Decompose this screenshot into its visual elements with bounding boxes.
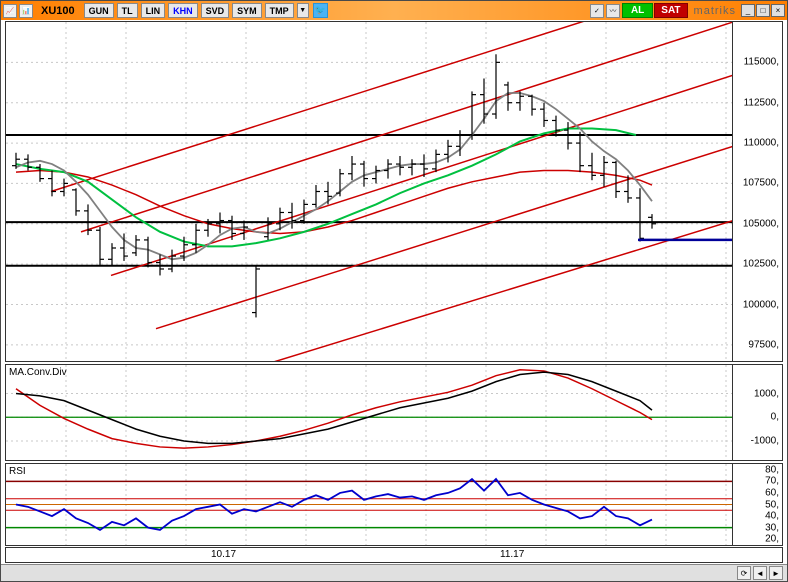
indicator-icon-2[interactable]: 〰 xyxy=(606,4,620,18)
rsi-label: RSI xyxy=(9,466,26,477)
symbol-name: XU100 xyxy=(35,5,81,17)
btn-lin[interactable]: LIN xyxy=(141,3,166,18)
minimize-icon[interactable]: _ xyxy=(741,4,755,17)
btn-gun[interactable]: GUN xyxy=(84,3,114,18)
chart-style-icon[interactable]: 📊 xyxy=(19,4,33,18)
footer: ⟳ ◄ ► xyxy=(1,564,787,581)
btn-sym[interactable]: SYM xyxy=(232,3,262,18)
close-icon[interactable]: × xyxy=(771,4,785,17)
btn-svd[interactable]: SVD xyxy=(201,3,230,18)
twitter-icon[interactable]: 🐦 xyxy=(313,3,328,18)
btn-tmp[interactable]: TMP xyxy=(265,3,294,18)
macd-label: MA.Conv.Div xyxy=(9,367,67,378)
indicator-icon-1[interactable]: ✓ xyxy=(590,4,604,18)
macd-panel[interactable]: MA.Conv.Div -1000,0,1000, xyxy=(5,364,783,461)
btn-khn[interactable]: KHN xyxy=(168,3,198,18)
chart-type-icon[interactable]: 📈 xyxy=(3,4,17,18)
main-price-panel[interactable]: 97500,100000,102500,105000,107500,110000… xyxy=(5,21,783,362)
app-window: 📈 📊 XU100 GUN TL LIN KHN SVD SYM TMP ▼ 🐦… xyxy=(0,0,788,582)
refresh-icon[interactable]: ⟳ xyxy=(737,566,751,580)
scroll-right-icon[interactable]: ► xyxy=(769,566,783,580)
dropdown-icon[interactable]: ▼ xyxy=(297,3,309,18)
chart-area: 97500,100000,102500,105000,107500,110000… xyxy=(5,21,783,563)
maximize-icon[interactable]: □ xyxy=(756,4,770,17)
sell-button[interactable]: SAT xyxy=(654,3,687,18)
macd-yaxis: -1000,0,1000, xyxy=(732,365,782,460)
scroll-left-icon[interactable]: ◄ xyxy=(753,566,767,580)
rsi-panel[interactable]: RSI 20,30,40,50,60,70,80, xyxy=(5,463,783,546)
titlebar: 📈 📊 XU100 GUN TL LIN KHN SVD SYM TMP ▼ 🐦… xyxy=(1,1,787,20)
xaxis: 10.1711.17 xyxy=(5,547,783,563)
main-yaxis: 97500,100000,102500,105000,107500,110000… xyxy=(732,22,782,361)
buy-button[interactable]: AL xyxy=(622,3,653,18)
brand-label: matriks xyxy=(690,5,740,17)
btn-tl[interactable]: TL xyxy=(117,3,138,18)
rsi-yaxis: 20,30,40,50,60,70,80, xyxy=(732,464,782,545)
